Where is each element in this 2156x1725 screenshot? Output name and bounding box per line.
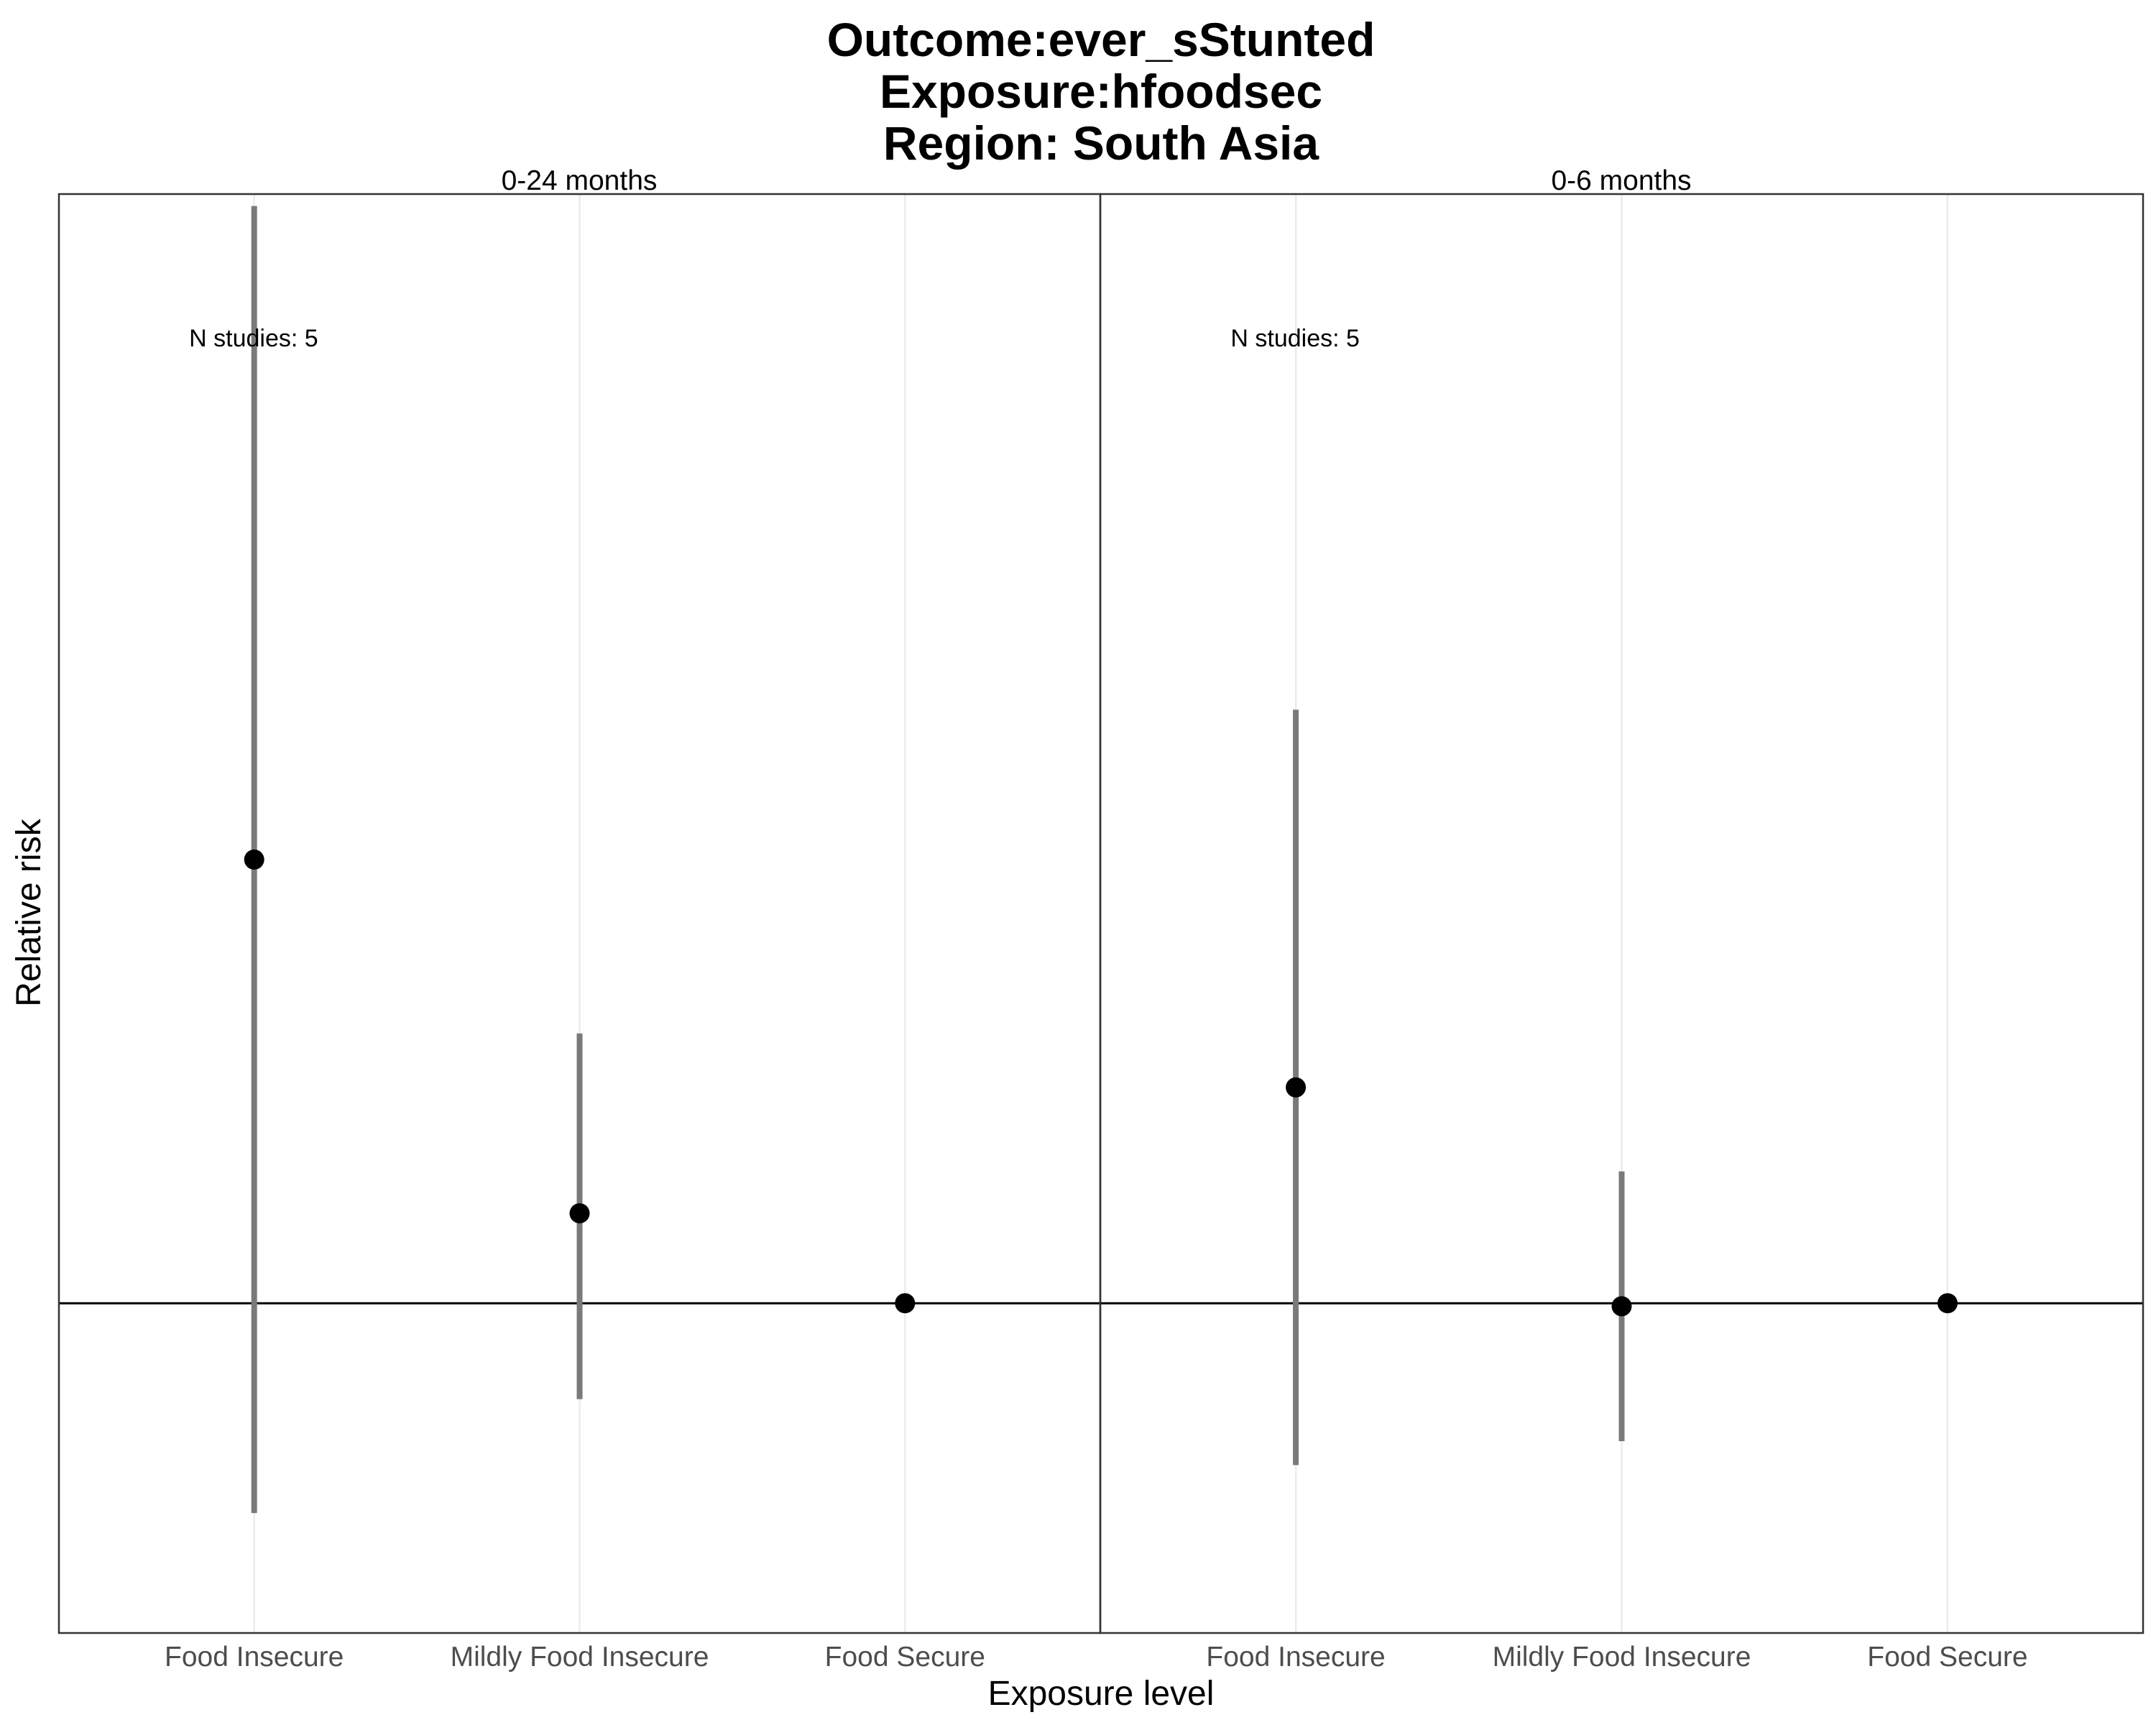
- chart-title: Outcome:ever_sStunted Exposure:hfoodsec …: [827, 13, 1376, 170]
- point-food-insecure: [1286, 1077, 1307, 1098]
- panel-0-24-months: N studies: 5 Food Insecure Mildly Food Ins…: [57, 193, 1102, 1673]
- title-line-2: Exposure:hfoodsec: [880, 65, 1322, 118]
- panel-0-6-months: N studies: 5 Food Insecure Mildly Food Ins…: [1099, 193, 2145, 1673]
- plot-panels: N studies: 5 Food Insecure Mildly Food Ins…: [57, 193, 2145, 1673]
- title-line-3: Region: South Asia: [883, 116, 1320, 170]
- y-axis-title: Relative risk: [10, 818, 48, 1006]
- panel-border: [1099, 193, 2145, 1634]
- x-tick-label-food-secure: Food Secure: [1867, 1642, 2027, 1673]
- x-tick-label-food-insecure: Food Insecure: [1206, 1642, 1385, 1673]
- point-mildly-food-insecure: [569, 1203, 590, 1224]
- annotation-n-studies: N studies: 5: [189, 325, 318, 352]
- x-tick-label-food-secure: Food Secure: [825, 1642, 985, 1673]
- point-food-secure: [1937, 1293, 1958, 1314]
- point-food-insecure: [244, 849, 264, 870]
- point-food-secure: [895, 1293, 916, 1314]
- point-mildly-food-insecure: [1611, 1296, 1632, 1317]
- title-line-1: Outcome:ever_sStunted: [827, 13, 1376, 66]
- panel-label-0-6-months: 0-6 months: [1551, 165, 1691, 196]
- annotation-n-studies: N studies: 5: [1230, 325, 1360, 352]
- x-tick-label-mildly-food-insecure: Mildly Food Insecure: [451, 1642, 709, 1673]
- x-tick-label-mildly-food-insecure: Mildly Food Insecure: [1493, 1642, 1751, 1673]
- panel-label-0-24-months: 0-24 months: [502, 165, 658, 196]
- x-tick-label-food-insecure: Food Insecure: [165, 1642, 344, 1673]
- x-axis-title: Exposure level: [988, 1675, 1215, 1713]
